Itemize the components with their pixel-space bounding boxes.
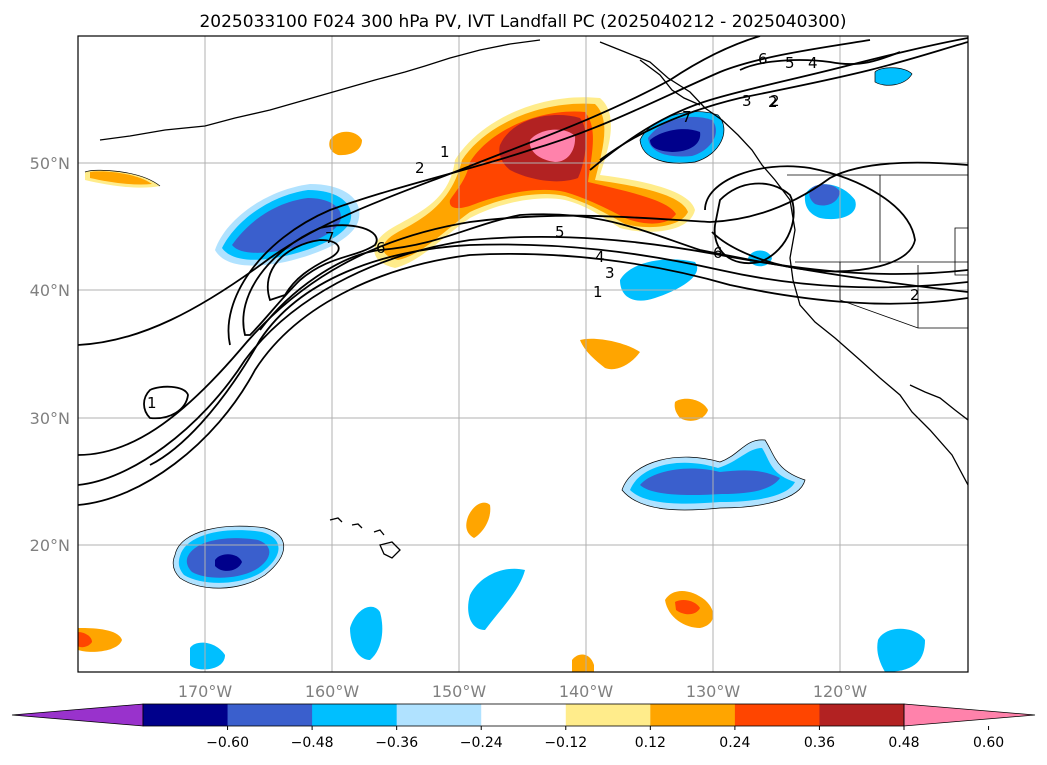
colorbar-swatch [650, 704, 736, 726]
lat-tick-label: 50°N [30, 154, 70, 173]
colorbar-swatch [819, 704, 905, 726]
contour-label: 1 [440, 143, 450, 161]
colorbar-swatch [565, 704, 651, 726]
lat-tick-label: 30°N [30, 409, 70, 428]
contour-label: 4 [595, 248, 605, 266]
lon-tick-label: 140°W [559, 682, 614, 701]
colorbar-swatches [11, 703, 1036, 727]
colorbar-swatch [734, 704, 820, 726]
contour-label: 7 [325, 229, 335, 247]
colorbar-extend-high [903, 703, 1036, 727]
contour-label: 7 [682, 108, 692, 126]
contour-label: 5 [555, 223, 565, 241]
pv-anomaly-fill [78, 67, 925, 672]
map-panel: 1 2 1 2 5 4 3 1 6 7 6 5 4 3 2 7 6 2 [77, 35, 969, 673]
colorbar: −0.60 −0.48 −0.36 −0.24 −0.12 0.12 0.24 0.36 0.4… [11, 703, 1036, 751]
colorbar-swatch [396, 704, 482, 726]
colorbar-tick-label: −0.36 [375, 735, 418, 751]
colorbar-tick-label: 0.60 [973, 735, 1004, 751]
lat-tick-label: 40°N [30, 281, 70, 300]
contour-label: 2 [770, 92, 780, 110]
colorbar-tick-label: 0.36 [804, 735, 835, 751]
colorbar-tick-label: −0.60 [206, 735, 249, 751]
map-title: 2025033100 F024 300 hPa PV, IVT Landfall… [199, 12, 846, 32]
colorbar-tick-label: −0.48 [291, 735, 334, 751]
colorbar-swatch [143, 704, 229, 726]
coastlines [99, 39, 968, 559]
map-frame [77, 35, 969, 673]
latitude-labels: 50°N 40°N 30°N 20°N [30, 154, 70, 555]
contour-label: 6 [758, 50, 768, 68]
lon-tick-label: 120°W [813, 682, 868, 701]
contour-label: 2 [910, 286, 920, 304]
contour-label: 1 [147, 394, 157, 412]
ivt-contours [78, 36, 968, 506]
contour-label: 2 [768, 93, 778, 111]
colorbar-tick-label: −0.12 [544, 735, 587, 751]
contour-labels: 1 2 1 2 5 4 3 1 6 7 6 5 4 3 2 7 6 2 [147, 50, 920, 412]
lat-tick-label: 20°N [30, 536, 70, 555]
contour-label: 1 [593, 283, 603, 301]
colorbar-swatch [312, 704, 398, 726]
colorbar-tick-label: 0.24 [719, 735, 750, 751]
gridlines [78, 36, 968, 672]
lon-tick-label: 160°W [305, 682, 360, 701]
contour-label: 4 [808, 54, 818, 72]
longitude-labels: 170°W 160°W 150°W 140°W 130°W 120°W [178, 682, 868, 701]
colorbar-tick-label: 0.48 [888, 735, 919, 751]
contour-label: 3 [742, 92, 752, 110]
colorbar-swatch [481, 704, 567, 726]
colorbar-swatch [227, 704, 313, 726]
contour-label: 3 [605, 264, 615, 282]
colorbar-tick-label: −0.24 [460, 735, 503, 751]
colorbar-extend-low [11, 703, 144, 727]
lon-tick-label: 130°W [686, 682, 741, 701]
lon-tick-label: 150°W [432, 682, 487, 701]
colorbar-tick-label: 0.12 [635, 735, 666, 751]
contour-label: 6 [376, 239, 386, 257]
lon-tick-label: 170°W [178, 682, 233, 701]
contour-label: 2 [415, 159, 425, 177]
colorbar-ticks: −0.60 −0.48 −0.36 −0.24 −0.12 0.12 0.24 0.36 0.4… [206, 726, 1004, 751]
contour-label: 6 [713, 244, 723, 262]
contour-label: 5 [785, 54, 795, 72]
